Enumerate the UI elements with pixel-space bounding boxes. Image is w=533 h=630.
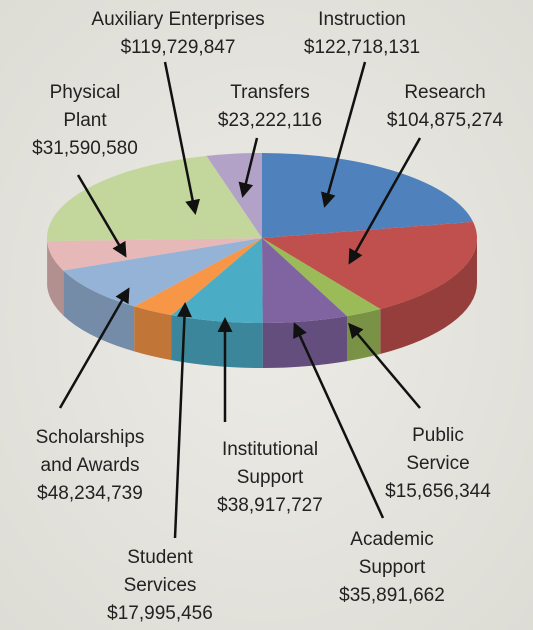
category-label: Auxiliary Enterprises <box>91 9 264 30</box>
slice-side <box>263 316 347 368</box>
value-label: $17,995,456 <box>107 603 213 624</box>
value-label: $48,234,739 <box>37 483 143 504</box>
value-label: $104,875,274 <box>387 110 504 131</box>
category-label: Transfers <box>230 82 310 103</box>
chart: Instruction $122,718,131 Research $104,875,… <box>0 0 533 630</box>
category-label: Research <box>404 82 485 103</box>
value-label: $38,917,727 <box>217 495 323 516</box>
slice-side <box>134 306 171 360</box>
pie <box>47 153 477 368</box>
value-label: $23,222,116 <box>218 110 322 131</box>
category-label: Instruction <box>318 9 406 30</box>
value-label: $31,590,580 <box>32 138 138 159</box>
value-label: $119,729,847 <box>121 37 236 58</box>
value-label: $15,656,344 <box>385 481 491 502</box>
value-label: $122,718,131 <box>304 37 420 58</box>
page: {"chart_data": {"type": "pie", "categori… <box>0 0 533 630</box>
value-label: $35,891,662 <box>339 585 445 606</box>
